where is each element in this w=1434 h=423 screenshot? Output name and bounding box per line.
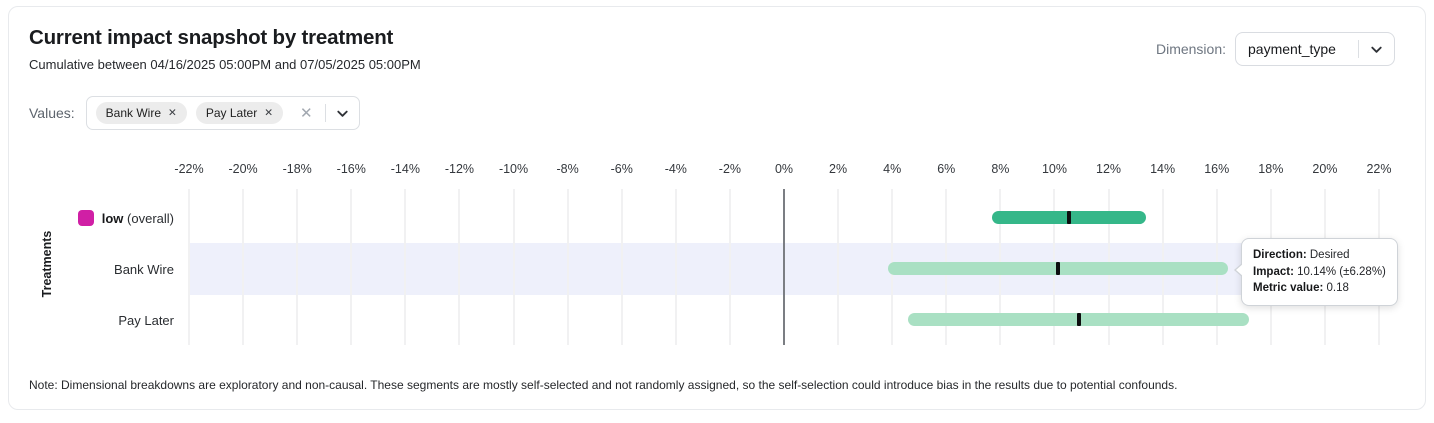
chip-remove-icon[interactable]: ✕ bbox=[264, 106, 274, 119]
bar-center-tick bbox=[1076, 313, 1081, 326]
bar-center-tick bbox=[1056, 262, 1061, 275]
x-gridline bbox=[674, 189, 677, 345]
x-gridline bbox=[458, 189, 461, 345]
x-gridline bbox=[350, 189, 353, 345]
x-tick-label: -16% bbox=[336, 162, 366, 176]
dimension-selected-value: payment_type bbox=[1248, 41, 1336, 57]
values-multiselect[interactable]: Bank Wire ✕ Pay Later ✕ ✕ bbox=[85, 96, 360, 130]
x-zero-line bbox=[783, 189, 785, 345]
impact-chart: Treatments -22% -20% -18% -16% -14% -12% -10% -… bbox=[9, 7, 1425, 409]
chevron-down-icon[interactable] bbox=[1369, 42, 1384, 57]
tooltip-line-impact: Impact: 10.14% (±6.28%) bbox=[1253, 265, 1386, 278]
x-tick-label: 22% bbox=[1366, 162, 1392, 176]
row-label-text: low (overall) bbox=[101, 210, 174, 226]
x-tick-label: 8% bbox=[991, 162, 1010, 176]
chevron-down-icon[interactable] bbox=[335, 106, 350, 121]
chip-label: Bank Wire bbox=[105, 106, 162, 120]
x-tick-label: 14% bbox=[1150, 162, 1176, 176]
x-tick-label: -20% bbox=[228, 162, 258, 176]
footnote: Note: Dimensional breakdowns are explora… bbox=[29, 378, 1178, 392]
x-tick-label: 0% bbox=[774, 162, 794, 176]
x-tick-label: 12% bbox=[1096, 162, 1122, 176]
tooltip-line-direction: Direction: Desired bbox=[1253, 249, 1350, 261]
x-gridline bbox=[837, 189, 840, 345]
x-gridline bbox=[728, 189, 731, 345]
row-label: Pay Later bbox=[29, 309, 174, 331]
x-tick-label: 10% bbox=[1041, 162, 1067, 176]
x-gridline bbox=[620, 189, 623, 345]
x-tick-label: 4% bbox=[883, 162, 902, 176]
x-tick-label: -14% bbox=[390, 162, 420, 176]
row-label-text: Pay Later bbox=[118, 312, 174, 328]
x-tick-label: -4% bbox=[664, 162, 687, 176]
x-tick-label: -6% bbox=[610, 162, 633, 176]
x-tick-label: 16% bbox=[1204, 162, 1230, 176]
select-divider bbox=[324, 104, 326, 122]
x-tick-label: 6% bbox=[937, 162, 956, 176]
legend-swatch bbox=[77, 210, 94, 226]
chip-remove-icon[interactable]: ✕ bbox=[168, 106, 177, 119]
page-subtitle: Cumulative between 04/16/2025 05:00PM an… bbox=[29, 57, 421, 72]
clear-all-icon[interactable]: ✕ bbox=[300, 104, 313, 122]
chart-tooltip: Direction: Desired Impact: 10.14% (±6.28… bbox=[1234, 238, 1398, 306]
x-tick-label: 20% bbox=[1312, 162, 1338, 176]
tooltip-line-metric: Metric value: 0.18 bbox=[1253, 282, 1349, 294]
row-label-text: Bank Wire bbox=[114, 261, 174, 277]
x-tick-label: 2% bbox=[829, 162, 848, 176]
bar-center-tick bbox=[1067, 211, 1072, 224]
x-gridline bbox=[242, 189, 245, 345]
value-chip-pay-later[interactable]: Pay Later ✕ bbox=[195, 102, 284, 124]
x-gridline bbox=[404, 189, 407, 345]
row-label: Bank Wire bbox=[29, 258, 174, 280]
dimension-control: Dimension: payment_type bbox=[1156, 32, 1395, 66]
x-gridline bbox=[188, 189, 190, 345]
dimension-select[interactable]: payment_type bbox=[1235, 32, 1395, 66]
row-label: low (overall) bbox=[29, 207, 174, 229]
values-label: Values: bbox=[29, 105, 75, 121]
page-title: Current impact snapshot by treatment bbox=[29, 26, 394, 49]
x-tick-label: 18% bbox=[1258, 162, 1284, 176]
value-chip-bank-wire[interactable]: Bank Wire ✕ bbox=[95, 102, 187, 124]
x-tick-label: -18% bbox=[282, 162, 312, 176]
impact-snapshot-card: Current impact snapshot by treatment Cum… bbox=[8, 6, 1426, 410]
x-tick-label: -2% bbox=[718, 162, 742, 176]
dimension-label: Dimension: bbox=[1155, 41, 1226, 57]
x-gridline bbox=[512, 189, 515, 345]
x-gridline bbox=[296, 189, 299, 345]
x-gridline bbox=[566, 189, 569, 345]
x-tick-label: -10% bbox=[498, 162, 529, 176]
select-divider bbox=[1358, 40, 1359, 58]
x-tick-label: -8% bbox=[556, 162, 579, 176]
x-tick-label: -12% bbox=[444, 162, 475, 176]
chip-label: Pay Later bbox=[205, 106, 258, 120]
values-filter: Values: Bank Wire ✕ Pay Later ✕ ✕ bbox=[29, 96, 360, 130]
x-tick-label: -22% bbox=[174, 162, 204, 176]
